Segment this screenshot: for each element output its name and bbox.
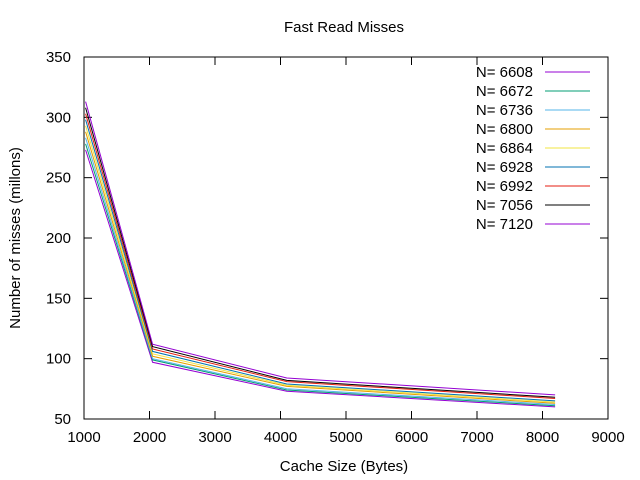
legend-label: N= 7120	[476, 216, 533, 233]
legend-label: N= 6608	[476, 64, 533, 81]
series-line	[85, 119, 556, 402]
y-tick-label: 150	[46, 290, 71, 307]
y-tick-label: 250	[46, 170, 71, 187]
x-tick-label: 1000	[67, 429, 100, 446]
x-tick-label: 3000	[198, 429, 231, 446]
x-tick-label: 7000	[460, 429, 493, 446]
legend-label: N= 6736	[476, 102, 533, 119]
legend-label: N= 6864	[476, 140, 533, 157]
legend: N= 6608 N= 6672 N= 6736 N= 6800 N= 6864 N= 69…	[476, 64, 590, 233]
chart-title: Fast Read Misses	[284, 19, 404, 36]
y-axis-label: Number of misses (millons)	[7, 147, 24, 329]
x-axis-label: Cache Size (Bytes)	[280, 458, 408, 475]
series-line	[85, 101, 556, 396]
y-tick-label: 50	[54, 411, 71, 428]
legend-label: N= 6992	[476, 178, 533, 195]
series-lines	[85, 101, 556, 408]
legend-label: N= 6672	[476, 83, 533, 100]
x-tick-label: 2000	[133, 429, 166, 446]
y-tick-label: 100	[46, 351, 71, 368]
y-tick-label: 200	[46, 230, 71, 247]
series-line	[85, 125, 556, 403]
series-line	[85, 143, 556, 407]
legend-label: N= 7056	[476, 197, 533, 214]
axis-ticks: 1000 2000 3000 4000 5000 6000 7000 8000 9000 50 10…	[46, 49, 625, 446]
x-tick-label: 8000	[526, 429, 559, 446]
y-tick-label: 350	[46, 49, 71, 66]
x-tick-label: 6000	[395, 429, 428, 446]
legend-label: N= 6928	[476, 159, 533, 176]
x-tick-label: 4000	[264, 429, 297, 446]
x-tick-label: 5000	[329, 429, 362, 446]
series-line	[85, 131, 556, 404]
legend-label: N= 6800	[476, 121, 533, 138]
series-line	[85, 107, 556, 398]
y-tick-label: 300	[46, 109, 71, 126]
x-tick-label: 9000	[591, 429, 624, 446]
series-line	[85, 113, 556, 399]
series-line	[85, 137, 556, 405]
series-line	[85, 149, 556, 408]
